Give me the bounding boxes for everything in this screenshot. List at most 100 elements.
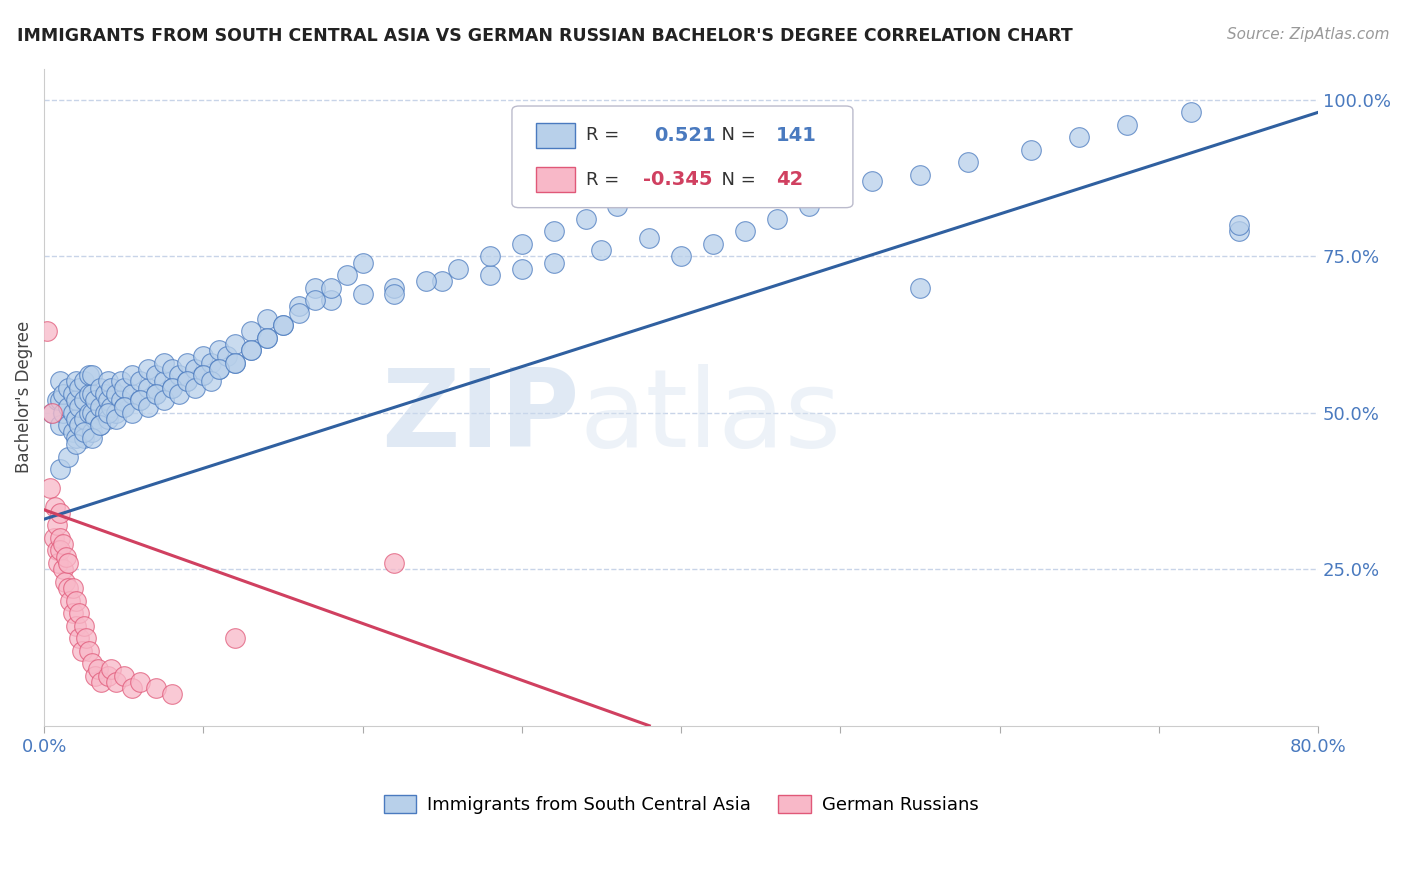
Point [104,412,127,426]
Point [97,393,120,408]
Text: N =: N = [710,126,762,145]
Point [58,593,80,607]
Legend: Immigrants from South Central Asia, German Russians: Immigrants from South Central Asia, Germ… [377,788,986,822]
Point [240,343,263,358]
Point [97,668,120,682]
Point [193,368,215,383]
Point [80,425,103,439]
Point [97,375,120,389]
Point [152,356,174,370]
Point [121,368,143,383]
Text: 0.521: 0.521 [654,126,716,145]
Point [184,362,207,376]
Point [208,362,231,376]
Point [136,400,159,414]
Point [73,431,96,445]
Point [104,674,127,689]
Point [224,631,246,645]
Point [352,255,374,269]
Point [39,481,62,495]
Point [77,368,100,383]
Point [80,368,103,383]
Point [447,261,470,276]
Point [145,368,167,383]
Point [591,243,613,257]
Point [65,437,87,451]
Point [100,662,122,676]
Point [42,531,65,545]
Point [80,656,103,670]
Text: 42: 42 [776,170,804,189]
Point [44,500,66,514]
Point [510,261,533,276]
Point [65,393,87,408]
Point [45,393,67,408]
Point [41,406,63,420]
Point [1069,130,1091,145]
Point [49,506,72,520]
Point [384,556,406,570]
Point [65,412,87,426]
Point [606,199,628,213]
Text: IMMIGRANTS FROM SOUTH CENTRAL ASIA VS GERMAN RUSSIAN BACHELOR'S DEGREE CORRELATI: IMMIGRANTS FROM SOUTH CENTRAL ASIA VS GE… [17,27,1073,45]
Point [90,674,112,689]
Point [67,400,90,414]
Point [67,631,90,645]
Point [152,375,174,389]
Point [956,155,979,169]
Point [797,199,820,213]
Point [208,343,231,358]
Point [121,681,143,695]
Point [89,418,111,433]
Point [112,400,135,414]
Point [384,286,406,301]
Point [62,406,84,420]
Point [169,368,191,383]
Point [574,211,596,226]
Point [288,299,311,313]
Point [56,418,79,433]
Point [510,236,533,251]
Point [152,393,174,408]
Point [384,280,406,294]
Point [145,387,167,401]
Point [52,537,75,551]
Point [65,431,87,445]
Text: 141: 141 [776,126,817,145]
Point [49,375,72,389]
Y-axis label: Bachelor's Degree: Bachelor's Degree [15,321,32,474]
Point [93,406,115,420]
Point [55,549,77,564]
Point [65,375,87,389]
Point [80,431,103,445]
Point [67,381,90,395]
Point [908,280,931,294]
Point [104,406,127,420]
Point [1116,118,1139,132]
Point [193,368,215,383]
Point [49,393,72,408]
Point [217,350,239,364]
Point [176,356,198,370]
Point [56,556,79,570]
Point [734,224,756,238]
Point [128,393,150,408]
Point [53,574,76,589]
Point [84,668,107,682]
Text: Source: ZipAtlas.com: Source: ZipAtlas.com [1226,27,1389,42]
Point [128,375,150,389]
Point [208,362,231,376]
Point [67,606,90,620]
Point [84,393,107,408]
Point [271,318,294,333]
Point [56,400,79,414]
Point [62,581,84,595]
Point [352,286,374,301]
Point [100,381,122,395]
Point [160,362,183,376]
Point [112,400,135,414]
Point [543,255,565,269]
Point [73,375,96,389]
Point [112,668,135,682]
Point [89,400,111,414]
